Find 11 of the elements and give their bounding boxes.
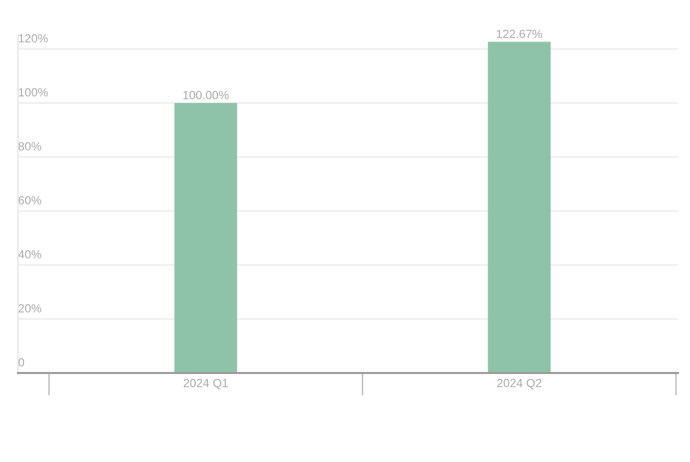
y-tick-label: 60% — [18, 196, 42, 204]
y-tick-label: 80% — [18, 142, 42, 150]
data-label: 122.67% — [496, 30, 542, 38]
y-tick-label: 20% — [18, 304, 42, 312]
y-tick-label: 0 — [18, 358, 24, 366]
y-tick-label: 120% — [18, 34, 48, 42]
y-tick-label: 100% — [18, 88, 48, 96]
data-label: 100.00% — [183, 90, 229, 100]
x-tick-label: 2024 Q2 — [497, 378, 542, 390]
x-tick-label: 2024 Q1 — [184, 378, 228, 390]
y-tick-label: 40% — [18, 250, 42, 258]
